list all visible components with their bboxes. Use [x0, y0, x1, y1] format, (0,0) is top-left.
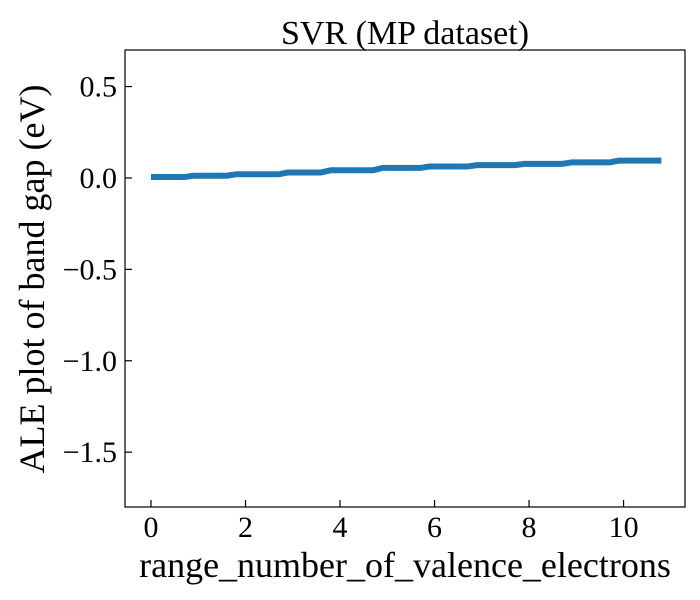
y-tick-label: −1.0 — [63, 345, 117, 378]
y-axis-label: ALE plot of band gap (eV) — [12, 85, 52, 474]
x-tick-label: 6 — [427, 511, 442, 544]
y-tick-label: −0.5 — [63, 253, 117, 286]
chart-title: SVR (MP dataset) — [281, 15, 529, 52]
plot-frame — [124, 49, 686, 508]
y-tick-label: −1.5 — [63, 436, 117, 469]
series-line-0 — [150, 157, 662, 181]
x-axis-label: range_number_of_valence_electrons — [139, 545, 671, 585]
y-tick-label: 0.0 — [80, 162, 118, 195]
x-tick-label: 10 — [609, 511, 639, 544]
x-tick-label: 4 — [333, 511, 348, 544]
x-tick-label: 0 — [143, 511, 158, 544]
x-tick-label: 8 — [522, 511, 537, 544]
x-tick-label: 2 — [238, 511, 253, 544]
plot-area: 0 2 4 6 8 10 0.5 0.0 −0.5 −1.0 −1.5 — [63, 49, 686, 544]
y-tick-label: 0.5 — [80, 71, 118, 104]
